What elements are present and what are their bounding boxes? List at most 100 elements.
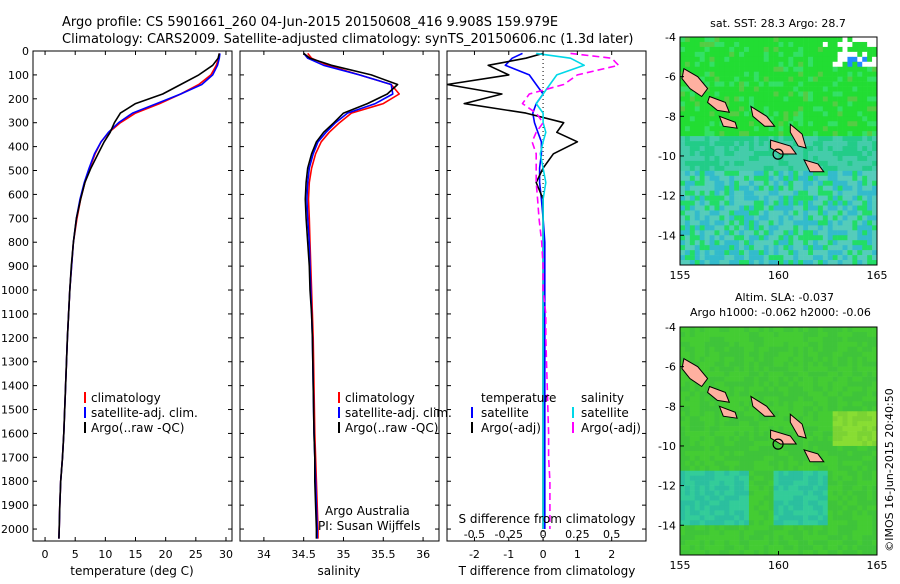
map-cell [872,260,877,265]
map-cell [739,450,745,457]
map-cell [739,136,745,142]
map-cell [763,220,769,226]
map-cell [684,66,691,72]
map-cell [709,126,715,132]
map-cell [867,465,873,472]
map-cell [689,356,696,362]
map-cell [744,416,750,422]
map-cell [867,155,873,162]
map-cell [842,41,848,48]
map-cell [837,520,843,526]
map-cell [822,37,829,43]
map-cell [773,165,779,172]
map-cell [837,530,843,536]
map-cell [783,71,789,77]
map-cell [857,220,863,226]
map-cell [734,235,740,241]
map-cell [808,366,814,372]
map-cell [694,331,700,338]
map-cell [684,91,691,97]
sla-map-title-line1: Altim. SLA: -0.037 [735,291,834,304]
map-cell [724,66,730,72]
map-cell [758,185,765,191]
map-cell [709,91,715,97]
map-cell [837,235,843,241]
map-cell [862,490,868,496]
map-cell [832,66,838,72]
map-cell [837,136,843,142]
map-cell [812,180,819,186]
map-cell [862,500,868,506]
map-cell [817,460,824,467]
map-cell [768,225,774,231]
map-cell [704,260,710,265]
map-cell [862,445,868,452]
map-cell [857,155,863,162]
map-cell [867,475,873,481]
map-cell [803,170,809,177]
map-cell [827,160,833,167]
map-cell [763,510,769,516]
map-cell [724,245,730,251]
map-cell [862,76,868,82]
map-cell [719,37,725,43]
map-cell [768,260,774,265]
map-cell [827,391,833,397]
map-cell [724,520,730,526]
map-cell [862,327,868,333]
map-cell [699,396,705,402]
map-cell [857,445,863,452]
map-cell [847,121,853,127]
map-cell [748,525,755,531]
map-cell [714,376,720,382]
map-cell [704,490,710,496]
map-cell [822,520,829,526]
map-cell [822,71,829,77]
map-cell [704,366,710,372]
map-cell [788,381,794,387]
map-cell [744,460,750,467]
map-cell [847,470,853,476]
map-cell [827,406,833,412]
map-cell [832,336,838,343]
map-cell [699,366,705,372]
map-cell [758,225,765,231]
map-cell [832,46,838,53]
map-cell [867,215,873,221]
map-cell [739,185,745,191]
map-cell [847,131,853,137]
y-tick-label: 1800 [1,475,29,488]
map-cell [680,470,686,476]
map-x-tick-label: 160 [768,559,789,572]
map-cell [842,500,848,506]
map-cell [680,465,686,472]
map-cell [773,376,779,382]
map-cell [837,56,843,63]
map-cell [763,540,769,546]
map-cell [867,76,873,82]
map-cell [729,180,735,186]
map-cell [808,255,814,261]
map-cell [842,235,848,241]
map-cell [680,545,686,551]
map-cell [857,485,863,491]
map-cell [867,445,873,452]
map-cell [694,126,700,132]
map-cell [812,260,819,265]
map-cell [744,406,750,412]
map-cell [817,361,824,367]
map-cell [842,155,848,162]
map-cell [793,490,799,496]
map-cell [694,505,700,511]
map-cell [734,175,740,182]
map-cell [773,255,779,261]
map-cell [729,391,735,397]
map-cell [684,510,691,516]
map-cell [734,490,740,496]
map-cell [812,96,819,102]
map-cell [798,146,804,152]
temperature-x-label: temperature (deg C) [70,564,193,578]
map-cell [714,190,720,196]
map-cell [773,381,779,387]
map-cell [812,61,819,68]
